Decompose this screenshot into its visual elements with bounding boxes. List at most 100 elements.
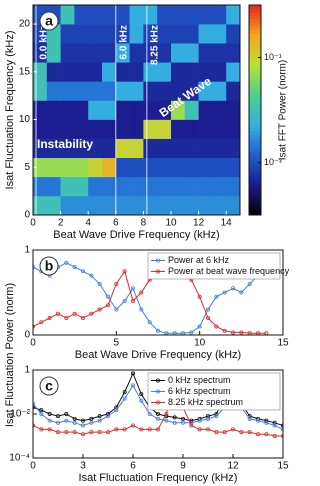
heat-cell	[171, 138, 186, 159]
heat-cell	[226, 24, 240, 44]
heat-cell	[74, 176, 89, 197]
legend-marker	[155, 389, 160, 394]
heat-cell	[212, 176, 227, 197]
heat-cell	[212, 195, 227, 215]
heat-cell	[143, 5, 158, 25]
heat-cell	[74, 62, 89, 82]
heat-cell	[184, 138, 199, 159]
y-tick-label: 1	[24, 365, 30, 376]
heat-cell	[102, 5, 117, 25]
heat-cell	[171, 157, 186, 178]
heat-cell	[74, 43, 89, 63]
plot-frame	[32, 369, 284, 459]
plot-frame	[32, 4, 241, 216]
heat-cell	[198, 5, 213, 25]
data-point	[81, 315, 86, 320]
heat-cell	[129, 81, 144, 101]
data-point	[33, 401, 35, 406]
panel-badge	[39, 256, 59, 276]
data-point	[81, 418, 86, 423]
heat-cell	[212, 43, 227, 63]
colorbar-step	[249, 169, 261, 174]
data-point	[139, 392, 144, 397]
x-tick-label: 10	[194, 338, 206, 349]
heat-cell	[60, 43, 75, 63]
data-point	[64, 430, 69, 435]
heat-cell	[60, 157, 75, 178]
data-point	[89, 430, 94, 435]
y-tick-label: 5	[24, 162, 30, 173]
data-point	[239, 430, 244, 435]
heat-cell	[46, 43, 61, 63]
colorbar-step	[249, 166, 261, 170]
heat-cell	[198, 81, 213, 101]
heat-cell	[60, 176, 75, 197]
heat-cell	[46, 81, 61, 101]
data-point	[155, 328, 160, 333]
data-point	[272, 433, 277, 438]
heat-cell	[115, 43, 130, 63]
data-point	[72, 416, 77, 421]
data-point	[47, 427, 52, 432]
data-point	[89, 416, 94, 421]
data-point	[222, 328, 227, 333]
heat-cell	[226, 195, 240, 215]
heat-cell	[46, 119, 61, 139]
heat-cell	[171, 176, 186, 197]
data-point	[197, 427, 202, 432]
colorbar-step	[249, 96, 261, 100]
colorbar-step	[249, 159, 261, 163]
heat-cell	[184, 43, 199, 63]
data-point	[97, 418, 102, 423]
data-point	[130, 423, 135, 428]
heat-cell	[129, 5, 144, 25]
colorbar-step	[249, 124, 261, 128]
data-point	[189, 423, 194, 428]
data-point	[230, 427, 235, 432]
colorbar-step	[249, 5, 261, 9]
heat-cell	[212, 62, 227, 82]
colorbar-step	[249, 92, 261, 97]
x-tick-label: 12	[193, 218, 205, 229]
y-tick-label: 10⁻²	[10, 409, 30, 420]
legend-label: Power at 6 kHz	[168, 255, 230, 265]
colorbar-step	[249, 36, 261, 41]
heat-cell	[33, 195, 48, 215]
heat-cell	[74, 100, 89, 120]
y-tick-label: 0	[24, 330, 30, 341]
heat-cell	[88, 81, 103, 101]
data-point	[97, 430, 102, 435]
data-point	[106, 303, 111, 308]
colorbar-step	[249, 117, 261, 121]
legend-marker	[155, 258, 160, 263]
heat-cell	[88, 195, 103, 215]
x-tick-label: 0	[30, 461, 36, 472]
heat-cell	[74, 157, 89, 178]
heat-cell	[102, 138, 117, 159]
colorbar-step	[249, 131, 261, 135]
heat-cell	[115, 81, 130, 101]
heat-cell	[88, 100, 103, 120]
series-line	[33, 270, 267, 334]
heat-cell	[129, 43, 144, 63]
heat-cell	[198, 43, 213, 63]
heat-cell	[212, 138, 227, 159]
legend-marker	[155, 378, 160, 383]
colorbar-step	[249, 19, 261, 23]
data-point	[72, 430, 77, 435]
data-point	[189, 418, 194, 423]
heat-cell	[226, 5, 240, 25]
y-tick-label: 0	[24, 210, 30, 221]
legend-label: Power at beat wave frequency	[168, 266, 290, 276]
heat-cell	[46, 176, 61, 197]
x-tick-label: 3	[80, 461, 86, 472]
colorbar-step	[249, 64, 261, 69]
data-point	[197, 324, 202, 329]
x-tick-label: 8	[141, 218, 147, 229]
heat-cell	[157, 100, 172, 120]
heat-cell	[102, 24, 117, 44]
colorbar-step	[249, 148, 261, 153]
heat-cell	[171, 119, 186, 139]
colorbar-step	[249, 141, 261, 146]
heat-cell	[115, 5, 130, 25]
